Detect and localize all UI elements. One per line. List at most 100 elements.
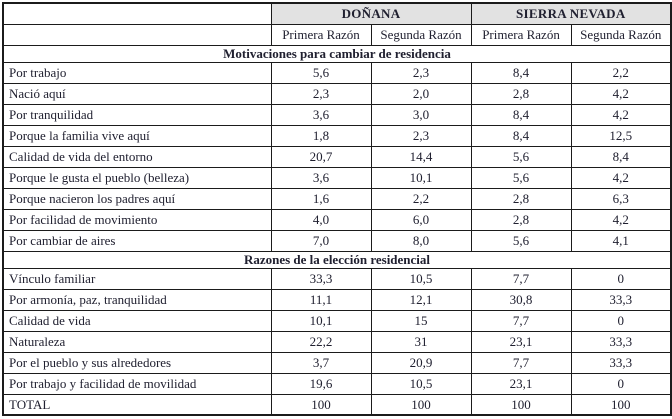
- table-row: Porque la familia vive aquí 1,8 2,3 8,4 12,5: [2, 124, 672, 147]
- value-cell: 7,7: [470, 309, 572, 332]
- section-title: Motivaciones para cambiar de residencia: [2, 44, 672, 63]
- value-cell: 3,7: [270, 351, 372, 374]
- subheader-sierra-primera-razon: Primera Razón: [470, 23, 572, 46]
- section-title: Razones de la elección residencial: [2, 250, 672, 269]
- value-cell: 100: [470, 393, 572, 416]
- value-cell: 3,6: [270, 103, 372, 126]
- value-cell: 20,7: [270, 145, 372, 168]
- value-cell: 5,6: [270, 61, 372, 84]
- value-cell: 33,3: [270, 267, 372, 290]
- row-label: Por tranquilidad: [2, 103, 272, 126]
- table-row: Por el pueblo y sus alrededores 3,7 20,9 7,…: [2, 351, 672, 374]
- value-cell: 0: [570, 372, 672, 395]
- value-cell: 10,5: [370, 267, 472, 290]
- value-cell: 3,6: [270, 166, 372, 189]
- value-cell: 23,1: [470, 330, 572, 353]
- value-cell: 1,6: [270, 187, 372, 210]
- row-label: TOTAL: [2, 393, 272, 416]
- value-cell: 10,1: [370, 166, 472, 189]
- value-cell: 2,8: [470, 208, 572, 231]
- value-cell: 0: [570, 267, 672, 290]
- value-cell: 8,4: [570, 145, 672, 168]
- value-cell: 3,0: [370, 103, 472, 126]
- row-label: Calidad de vida: [2, 309, 272, 332]
- row-label: Naturaleza: [2, 330, 272, 353]
- value-cell: 4,2: [570, 103, 672, 126]
- group-header-row: DOÑANA SIERRA NEVADA: [2, 2, 672, 25]
- value-cell: 4,2: [570, 208, 672, 231]
- value-cell: 2,0: [370, 82, 472, 105]
- value-cell: 6,0: [370, 208, 472, 231]
- value-cell: 4,2: [570, 82, 672, 105]
- table-row: Calidad de vida 10,1 15 7,7 0: [2, 309, 672, 332]
- table-row: Porque nacieron los padres aquí 1,6 2,2 2,8…: [2, 187, 672, 210]
- value-cell: 20,9: [370, 351, 472, 374]
- row-label: Porque la familia vive aquí: [2, 124, 272, 147]
- value-cell: 6,3: [570, 187, 672, 210]
- value-cell: 14,4: [370, 145, 472, 168]
- value-cell: 4,1: [570, 229, 672, 252]
- subheader-donana-primera-razon: Primera Razón: [270, 23, 372, 46]
- row-label: Calidad de vida del entorno: [2, 145, 272, 168]
- value-cell: 8,4: [470, 124, 572, 147]
- corner-cell-lower: [2, 23, 272, 46]
- value-cell: 15: [370, 309, 472, 332]
- value-cell: 33,3: [570, 351, 672, 374]
- value-cell: 2,2: [370, 187, 472, 210]
- row-label: Por cambiar de aires: [2, 229, 272, 252]
- value-cell: 8,0: [370, 229, 472, 252]
- table-body: Motivaciones para cambiar de residencia P…: [2, 44, 672, 416]
- value-cell: 5,6: [470, 166, 572, 189]
- row-label: Por el pueblo y sus alrededores: [2, 351, 272, 374]
- value-cell: 100: [270, 393, 372, 416]
- value-cell: 2,2: [570, 61, 672, 84]
- value-cell: 4,2: [570, 166, 672, 189]
- row-label: Por trabajo: [2, 61, 272, 84]
- corner-cell: [2, 2, 272, 25]
- value-cell: 19,6: [270, 372, 372, 395]
- row-label: Porque le gusta el pueblo (belleza): [2, 166, 272, 189]
- table-row: Nació aquí 2,3 2,0 2,8 4,2: [2, 82, 672, 105]
- row-label: Vínculo familiar: [2, 267, 272, 290]
- value-cell: 2,8: [470, 187, 572, 210]
- table-row: Porque le gusta el pueblo (belleza) 3,6 10…: [2, 166, 672, 189]
- value-cell: 5,6: [470, 145, 572, 168]
- value-cell: 7,0: [270, 229, 372, 252]
- value-cell: 10,5: [370, 372, 472, 395]
- value-cell: 11,1: [270, 288, 372, 311]
- row-label: Por armonía, paz, tranquilidad: [2, 288, 272, 311]
- value-cell: 2,8: [470, 82, 572, 105]
- subheader-row: Primera Razón Segunda Razón Primera Razó…: [2, 23, 672, 46]
- table-row: TOTAL 100 100 100 100: [2, 393, 672, 416]
- value-cell: 4,0: [270, 208, 372, 231]
- group-header-donana: DOÑANA: [270, 2, 472, 25]
- value-cell: 7,7: [470, 351, 572, 374]
- section-title-row: Razones de la elección residencial: [2, 250, 672, 269]
- value-cell: 8,4: [470, 61, 572, 84]
- value-cell: 5,6: [470, 229, 572, 252]
- value-cell: 7,7: [470, 267, 572, 290]
- row-label: Porque nacieron los padres aquí: [2, 187, 272, 210]
- section-title-row: Motivaciones para cambiar de residencia: [2, 44, 672, 63]
- value-cell: 33,3: [570, 330, 672, 353]
- table-row: Calidad de vida del entorno 20,7 14,4 5,6 8,…: [2, 145, 672, 168]
- table-row: Por trabajo 5,6 2,3 8,4 2,2: [2, 61, 672, 84]
- table-row: Por tranquilidad 3,6 3,0 8,4 4,2: [2, 103, 672, 126]
- table-row: Vínculo familiar 33,3 10,5 7,7 0: [2, 267, 672, 290]
- value-cell: 33,3: [570, 288, 672, 311]
- table-row: Por cambiar de aires 7,0 8,0 5,6 4,1: [2, 229, 672, 252]
- value-cell: 23,1: [470, 372, 572, 395]
- value-cell: 22,2: [270, 330, 372, 353]
- value-cell: 2,3: [270, 82, 372, 105]
- table-row: Por facilidad de movimiento 4,0 6,0 2,8 4,2: [2, 208, 672, 231]
- value-cell: 100: [370, 393, 472, 416]
- value-cell: 12,5: [570, 124, 672, 147]
- table-row: Por trabajo y facilidad de movilidad 19,6…: [2, 372, 672, 395]
- subheader-donana-segunda-razon: Segunda Razón: [370, 23, 472, 46]
- value-cell: 10,1: [270, 309, 372, 332]
- value-cell: 0: [570, 309, 672, 332]
- row-label: Por facilidad de movimiento: [2, 208, 272, 231]
- value-cell: 2,3: [370, 124, 472, 147]
